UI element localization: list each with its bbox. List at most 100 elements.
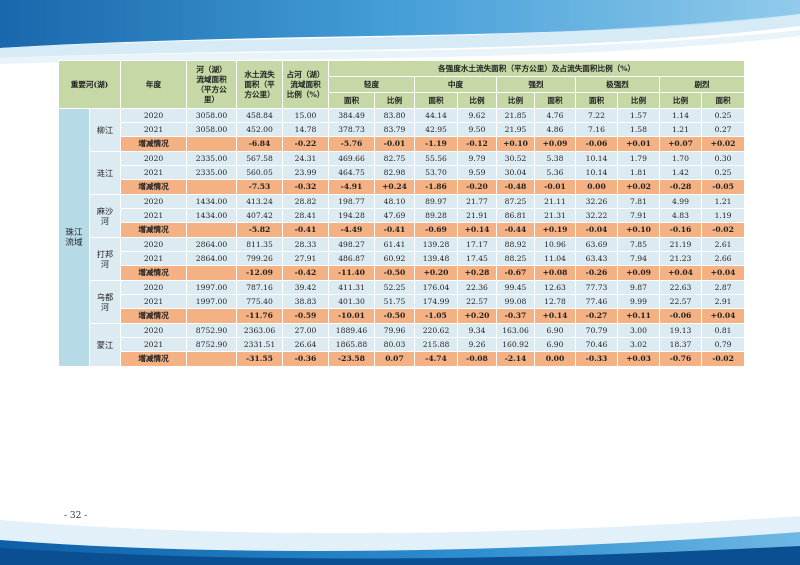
river-name-cell: 涟江 [89, 151, 121, 195]
change-cell: +0.04 [700, 265, 746, 281]
table-cell: 1434.00 [186, 208, 237, 223]
table-cell: 88.92 [496, 237, 535, 252]
table-cell: 26.64 [282, 337, 329, 352]
change-cell: -5.76 [328, 136, 375, 152]
table-cell: 1434.00 [186, 194, 237, 209]
table-cell: 4.76 [534, 108, 576, 123]
change-cell: -0.48 [496, 179, 535, 195]
table-cell: 2020 [120, 151, 187, 166]
change-cell: +0.04 [700, 308, 746, 324]
table-cell: 88.25 [496, 251, 535, 266]
table-cell: 9.50 [457, 122, 497, 137]
table-cell: 22.36 [457, 280, 497, 295]
change-cell: +0.07 [659, 136, 702, 152]
table-cell: 0.27 [700, 122, 746, 137]
table-cell: 21.19 [659, 237, 702, 252]
top-wave-decoration [0, 0, 800, 64]
change-cell: -1.19 [414, 136, 458, 152]
table-cell: 176.04 [414, 280, 458, 295]
table-cell: 407.42 [236, 208, 283, 223]
river-name-cell: 麻沙河 [89, 194, 121, 238]
change-cell: +0.24 [374, 179, 415, 195]
table-row: 2021 8752.90 2331.51 26.64 1865.88 80.03 215.8… [58, 337, 746, 352]
table-cell: 1.57 [617, 108, 660, 123]
change-cell: -0.41 [282, 222, 329, 238]
header-intensity-group: 各强度水土流失面积（平方公里）及占流失面积比例（%） [327, 60, 746, 77]
table-row: 2021 2335.00 560.05 23.99 464.75 82.98 53.70 9.… [58, 165, 746, 180]
table-cell: 6.90 [534, 337, 576, 352]
river-name-cell: 打邦河 [89, 237, 121, 281]
table-row: 2021 3058.00 452.00 14.78 378.73 83.79 42.95 9.… [58, 122, 746, 137]
table-cell: 2020 [120, 108, 187, 123]
table-cell: 384.49 [328, 108, 375, 123]
table-cell: 1.81 [617, 165, 660, 180]
table-cell: 9.26 [457, 337, 497, 352]
change-cell: +0.03 [617, 351, 660, 367]
table-cell: 80.03 [374, 337, 415, 352]
table-cell: 1.58 [617, 122, 660, 137]
table-cell: 99.45 [496, 280, 535, 295]
table-cell: 1.79 [617, 151, 660, 166]
table-cell: 82.75 [374, 151, 415, 166]
table-cell: 486.87 [328, 251, 375, 266]
table-cell: 15.00 [282, 108, 329, 123]
table-cell: 464.75 [328, 165, 375, 180]
table-cell: 560.05 [236, 165, 283, 180]
table-cell: 1.14 [659, 108, 702, 123]
change-cell: +0.02 [700, 136, 746, 152]
table-cell: 811.35 [236, 237, 283, 252]
table-cell: 22.57 [457, 294, 497, 309]
table-cell: 89.97 [414, 194, 458, 209]
table-cell: 21.91 [457, 208, 497, 223]
river-name-cell: 蒙江 [89, 323, 121, 367]
change-cell: -0.01 [374, 136, 415, 152]
table-cell: 21.95 [496, 122, 535, 137]
change-cell: -0.08 [457, 351, 497, 367]
basin-cell: 珠江 流域 [58, 108, 90, 367]
header-sub-col: 比例 [496, 92, 535, 109]
change-cell: -0.01 [534, 179, 576, 195]
table-cell: 9.59 [457, 165, 497, 180]
table-cell: 9.62 [457, 108, 497, 123]
table-cell: 21.31 [534, 208, 576, 223]
table-cell: 9.87 [617, 280, 660, 295]
table-cell: 99.08 [496, 294, 535, 309]
table-cell: 10.14 [575, 165, 618, 180]
table-cell: 30.52 [496, 151, 535, 166]
river-name-line: 柳江 [96, 125, 114, 135]
change-cell: -0.26 [575, 265, 618, 281]
change-cell: -10.01 [328, 308, 375, 324]
soil-erosion-table: 重要河(湖) 年度 河（湖） 流域面积 （平方公 里） 水土流失 面积（平 方公里） 占河… [58, 60, 746, 367]
river-name-line: 河 [100, 259, 110, 269]
table-cell: 2020 [120, 237, 187, 252]
table-cell: 4.99 [659, 194, 702, 209]
change-row: 增减情况 -12.09 -0.42 -11.40 -0.50 +0.20 +0.28 -0.6… [58, 265, 746, 281]
table-cell: 1997.00 [186, 280, 237, 295]
table-cell: 22.57 [659, 294, 702, 309]
table-cell: 17.45 [457, 251, 497, 266]
change-cell: -0.59 [282, 308, 329, 324]
change-cell: -4.91 [328, 179, 375, 195]
table-row: 打邦河 2020 2864.00 811.35 28.33 498.27 61.41 139.… [58, 237, 746, 281]
page-number: - 32 - [64, 511, 88, 521]
change-cell: -0.06 [575, 136, 618, 152]
change-cell: -0.50 [374, 308, 415, 324]
table-cell: 39.42 [282, 280, 329, 295]
table-cell: 52.25 [374, 280, 415, 295]
change-cell: -0.28 [659, 179, 702, 195]
table-row: 2021 1434.00 407.42 28.41 194.28 47.69 89.28 21… [58, 208, 746, 223]
table-cell: 2335.00 [186, 151, 237, 166]
change-cell: -0.44 [496, 222, 535, 238]
table-cell: 220.62 [414, 323, 458, 338]
table-cell: 2331.51 [236, 337, 283, 352]
table-cell: 0.25 [700, 108, 746, 123]
table-cell: 1865.88 [328, 337, 375, 352]
table-cell: 787.16 [236, 280, 283, 295]
header-sub-col: 比例 [617, 92, 660, 109]
header-sub-col: 比例 [457, 92, 497, 109]
header-sub-col: 比例 [374, 92, 415, 109]
table-cell [186, 222, 237, 238]
table-cell: 27.91 [282, 251, 329, 266]
table-cell: 1.42 [659, 165, 702, 180]
table-body: 珠江 流域 柳江 2020 3058.00 458.84 15.00 384.49 83.80 4… [58, 108, 746, 367]
